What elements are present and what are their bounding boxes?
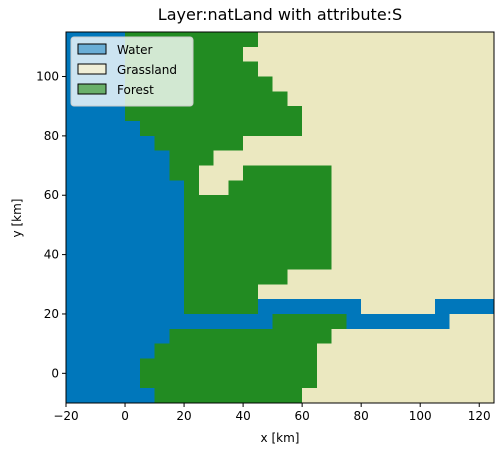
cell-water-r15-s2 bbox=[346, 313, 451, 330]
legend-swatch-water bbox=[77, 43, 107, 55]
cell-grassland-r18-s2 bbox=[316, 358, 495, 389]
cell-water-r14-s4 bbox=[434, 299, 495, 315]
legend-swatch-grassland bbox=[77, 63, 107, 75]
cell-forest-r7-s1 bbox=[154, 135, 244, 152]
cell-forest-r17-s1 bbox=[154, 343, 318, 360]
cell-grassland-r1-s2 bbox=[243, 46, 495, 63]
cell-grassland-r14-s3 bbox=[361, 299, 436, 315]
cell-grassland-r16-s2 bbox=[331, 328, 495, 345]
cell-water-r16-s0 bbox=[66, 328, 170, 345]
x-axis: −20 0 20 40 60 80 100 120 bbox=[53, 403, 491, 423]
cell-forest-r13-s1 bbox=[184, 284, 259, 300]
y-tick-label: 40 bbox=[44, 248, 59, 262]
cell-grassland-r8-s2 bbox=[213, 150, 495, 167]
x-tick-label: 40 bbox=[235, 409, 250, 423]
cell-water-r18-s0 bbox=[66, 358, 141, 389]
y-tick-label: 80 bbox=[44, 129, 59, 143]
legend-label-forest: Forest bbox=[117, 83, 154, 97]
cell-water-r8-s0 bbox=[66, 150, 170, 167]
cell-grassland-r0-s2 bbox=[257, 32, 495, 48]
x-tick-label: 120 bbox=[468, 409, 491, 423]
x-tick-label: 80 bbox=[354, 409, 369, 423]
cell-grassland-r19-s2 bbox=[302, 388, 495, 404]
y-tick-label: 60 bbox=[44, 188, 59, 202]
y-tick-label: 20 bbox=[44, 307, 59, 321]
cell-water-r14-s0 bbox=[66, 299, 185, 315]
x-tick-label: 100 bbox=[409, 409, 432, 423]
cell-forest-r6-s1 bbox=[139, 121, 303, 137]
cell-forest-r10-s3 bbox=[228, 180, 333, 196]
x-tick-label: 20 bbox=[176, 409, 191, 423]
x-tick-label: −20 bbox=[53, 409, 78, 423]
cell-forest-r19-s1 bbox=[154, 388, 303, 404]
legend-swatch-forest bbox=[77, 83, 107, 95]
cell-forest-r14-s1 bbox=[184, 299, 259, 315]
cell-water-r12-s0 bbox=[66, 269, 185, 285]
plot-frame bbox=[65, 31, 495, 404]
cell-water-r19-s0 bbox=[66, 388, 156, 404]
cell-water-r13-s0 bbox=[66, 284, 185, 300]
cell-grassland-r12-s2 bbox=[287, 269, 495, 285]
chart-title: Layer:natLand with attribute:S bbox=[158, 5, 402, 24]
cell-forest-r12-s1 bbox=[184, 269, 288, 285]
cell-grassland-r9-s2 bbox=[198, 165, 244, 181]
cell-grassland-r17-s2 bbox=[316, 343, 495, 360]
cell-grassland-r10-s2 bbox=[198, 180, 229, 196]
cell-forest-r16-s1 bbox=[169, 328, 333, 345]
cell-grassland-r5-s2 bbox=[302, 106, 495, 122]
cell-grassland-r9-s4 bbox=[331, 165, 495, 181]
legend-label-grassland: Grassland bbox=[117, 63, 177, 77]
x-tick-label: 0 bbox=[121, 409, 129, 423]
cell-grassland-r15-s3 bbox=[449, 313, 495, 330]
cell-forest-r9-s3 bbox=[243, 165, 333, 181]
x-tick-label: 60 bbox=[294, 409, 309, 423]
cell-water-r15-s0 bbox=[66, 313, 274, 330]
legend-label-water: Water bbox=[117, 43, 153, 57]
cell-forest-r5-s1 bbox=[125, 106, 303, 122]
cell-water-r5-s0 bbox=[66, 106, 126, 122]
cell-forest-r9-s1 bbox=[169, 165, 200, 181]
cell-water-r7-s0 bbox=[66, 135, 156, 152]
cell-water-r14-s2 bbox=[257, 299, 362, 315]
y-axis-label: y [km] bbox=[10, 199, 24, 238]
cell-grassland-r4-s2 bbox=[287, 91, 495, 107]
cell-grassland-r13-s2 bbox=[257, 284, 495, 300]
cell-forest-r10-s1 bbox=[184, 180, 200, 196]
cell-grassland-r10-s4 bbox=[331, 180, 495, 196]
legend: Water Grassland Forest bbox=[70, 36, 194, 107]
x-axis-label: x [km] bbox=[261, 431, 300, 445]
cell-grassland-r3-s2 bbox=[272, 76, 495, 92]
y-tick-label: 100 bbox=[36, 70, 59, 84]
cell-forest-r18-s1 bbox=[139, 358, 318, 389]
cell-water-r10-s0 bbox=[66, 180, 185, 196]
y-axis: 0 20 40 60 80 100 bbox=[36, 70, 66, 380]
cell-water-r17-s0 bbox=[66, 343, 156, 360]
cell-forest-r15-s1 bbox=[272, 313, 348, 330]
cell-grassland-r7-s2 bbox=[243, 135, 495, 152]
cell-grassland-r6-s2 bbox=[302, 121, 495, 137]
cell-forest-r8-s1 bbox=[169, 150, 215, 167]
cell-water-r6-s0 bbox=[66, 121, 141, 137]
cell-grassland-r2-s2 bbox=[257, 61, 495, 78]
cell-water-r9-s0 bbox=[66, 165, 170, 181]
y-tick-label: 0 bbox=[51, 366, 59, 380]
